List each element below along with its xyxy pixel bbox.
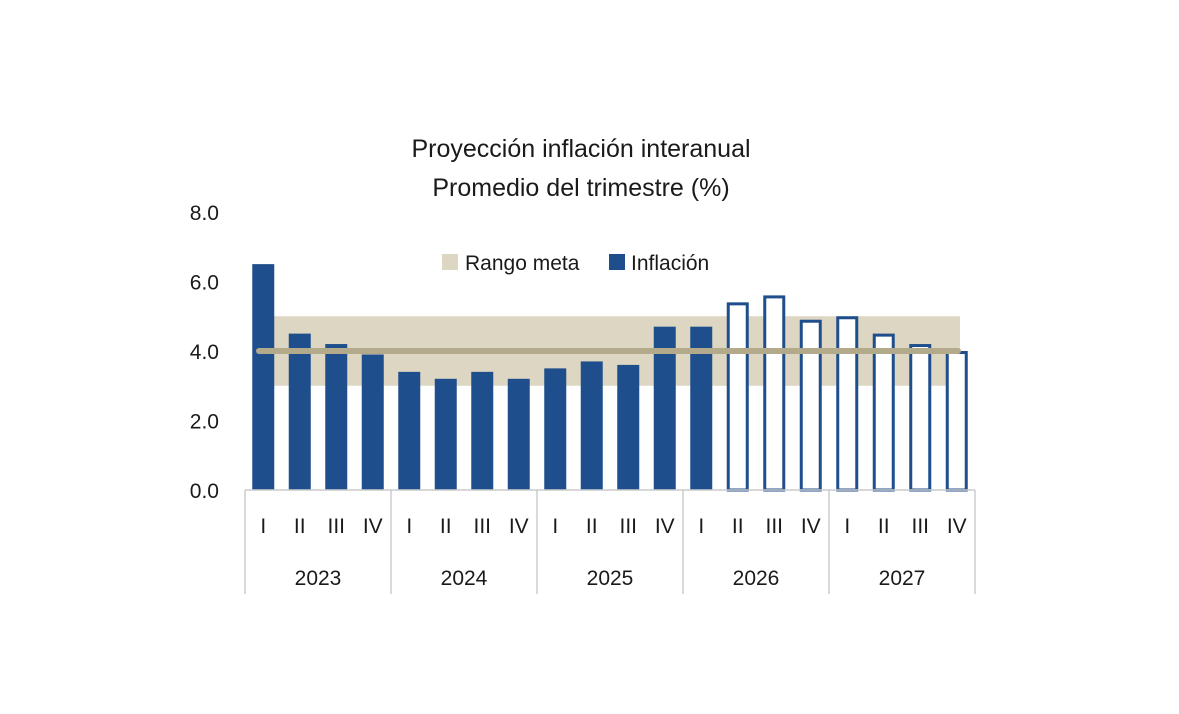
x-tick-quarter: III (473, 515, 491, 538)
legend-label-inflacion: Inflación (631, 252, 709, 275)
x-tick-quarter: II (878, 515, 890, 538)
bar (361, 354, 384, 490)
bar-projected (909, 344, 932, 492)
y-tick-label: 6.0 (190, 272, 219, 295)
bars-layer (252, 264, 968, 492)
legend-label-rango-meta: Rango meta (465, 252, 580, 275)
x-tick-quarter: I (844, 515, 850, 538)
x-tick-quarter: III (327, 515, 345, 538)
x-tick-quarter: III (911, 515, 929, 538)
x-tick-quarter: II (586, 515, 598, 538)
bar (288, 333, 311, 490)
bar-projected (799, 319, 822, 492)
bar-projected (836, 316, 859, 492)
x-tick-quarter: III (619, 515, 637, 538)
x-tick-year: 2026 (733, 567, 780, 590)
x-tick-quarter: II (732, 515, 744, 538)
legend-swatch-inflacion (609, 254, 625, 270)
bar (690, 326, 713, 490)
x-tick-quarter: II (294, 515, 306, 538)
x-tick-quarter: IV (363, 515, 383, 538)
x-tick-year: 2027 (879, 567, 926, 590)
bar (507, 378, 530, 490)
x-tick-quarter: I (406, 515, 412, 538)
x-tick-quarter: I (698, 515, 704, 538)
y-tick-label: 2.0 (190, 411, 219, 434)
y-tick-label: 8.0 (190, 202, 219, 225)
bar (398, 371, 421, 490)
legend: Rango meta Inflación (442, 252, 709, 275)
x-tick-year: 2024 (441, 567, 488, 590)
bar (325, 344, 348, 490)
y-axis: 0.0 2.0 4.0 6.0 8.0 (190, 202, 219, 503)
x-tick-quarter: IV (947, 515, 967, 538)
x-tick-quarter: IV (655, 515, 675, 538)
x-tick-quarter: IV (801, 515, 821, 538)
bar-projected (726, 302, 749, 492)
bar (617, 364, 640, 490)
x-tick-year: 2025 (587, 567, 634, 590)
bar-projected (763, 295, 786, 492)
bar (434, 378, 457, 490)
bar (544, 368, 567, 490)
x-tick-quarter: II (440, 515, 452, 538)
x-tick-year: 2023 (295, 567, 342, 590)
bar (252, 264, 275, 490)
y-tick-label: 0.0 (190, 480, 219, 503)
bar-projected (945, 351, 968, 492)
x-tick-quarter: I (260, 515, 266, 538)
y-tick-label: 4.0 (190, 341, 219, 364)
x-tick-quarter: I (552, 515, 558, 538)
bar (580, 361, 603, 490)
x-tick-quarter: III (765, 515, 783, 538)
bar (653, 326, 676, 490)
x-tick-quarter: IV (509, 515, 529, 538)
chart-title: Proyección inflación interanual (411, 135, 750, 163)
bar (471, 371, 494, 490)
legend-swatch-rango-meta (442, 254, 458, 270)
chart-subtitle: Promedio del trimestre (%) (432, 174, 729, 202)
bar-projected (872, 333, 895, 492)
